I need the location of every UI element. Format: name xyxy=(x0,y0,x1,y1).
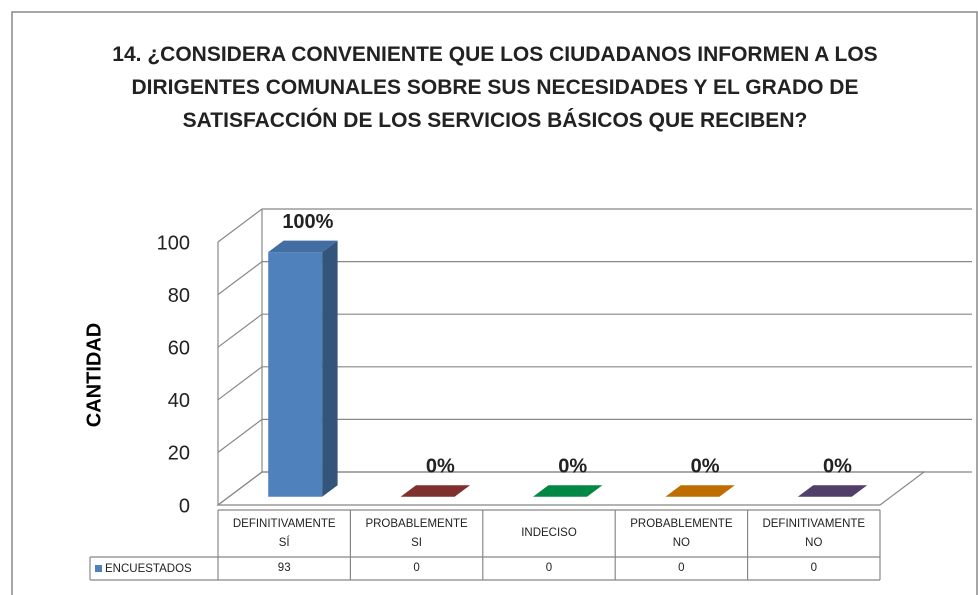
grid-line-side xyxy=(217,471,263,506)
y-tick-label: 100 xyxy=(157,232,190,254)
y-tick-label: 20 xyxy=(168,443,190,465)
table-value: 0 xyxy=(810,562,817,574)
bar-face xyxy=(268,240,338,253)
y-tick-label: 40 xyxy=(168,390,190,412)
grid-line-side xyxy=(217,366,263,401)
grid-line-side xyxy=(217,313,263,348)
table-value: 93 xyxy=(277,562,291,574)
bar xyxy=(268,240,338,497)
x-tick-label: PROBABLEMENTE NO xyxy=(630,517,733,549)
grid-line-side xyxy=(217,208,263,243)
x-tick-label: PROBABLEMENTE SI xyxy=(365,517,468,549)
value-label: 100% xyxy=(282,211,333,233)
table-value: 0 xyxy=(413,562,420,574)
x-tick-label: INDECISO xyxy=(521,527,577,539)
chart-title: 14. ¿CONSIDERA CONVENIENTE QUE LOS CIUDA… xyxy=(112,43,878,132)
table-value: 0 xyxy=(678,562,685,574)
x-tick-label: DEFINITIVAMENTE NO xyxy=(762,517,866,549)
legend-label: ENCUESTADOS xyxy=(105,563,192,575)
bar-face xyxy=(268,252,323,497)
bar xyxy=(400,485,470,497)
bar-face xyxy=(400,485,470,497)
table-value: 0 xyxy=(545,562,553,574)
bar xyxy=(665,485,735,497)
y-axis-label: CANTIDAD xyxy=(83,323,105,427)
y-tick-label: 80 xyxy=(168,285,190,307)
y-tick-label: 60 xyxy=(168,337,190,359)
bar xyxy=(533,485,603,497)
grid-line-side xyxy=(217,418,263,453)
bar xyxy=(797,485,868,497)
value-label: 0% xyxy=(823,455,852,477)
bar-face xyxy=(322,240,338,497)
value-label: 0% xyxy=(558,455,587,477)
value-label: 0% xyxy=(691,455,720,477)
legend-swatch xyxy=(95,565,102,572)
y-tick-label: 0 xyxy=(179,495,190,517)
grid-line-side xyxy=(217,261,263,296)
bar-face xyxy=(665,485,735,497)
value-label: 0% xyxy=(426,455,455,477)
x-tick-label: DEFINITIVAMENTE SÍ xyxy=(232,517,336,549)
bar-face xyxy=(797,485,868,497)
bar-face xyxy=(533,485,603,497)
